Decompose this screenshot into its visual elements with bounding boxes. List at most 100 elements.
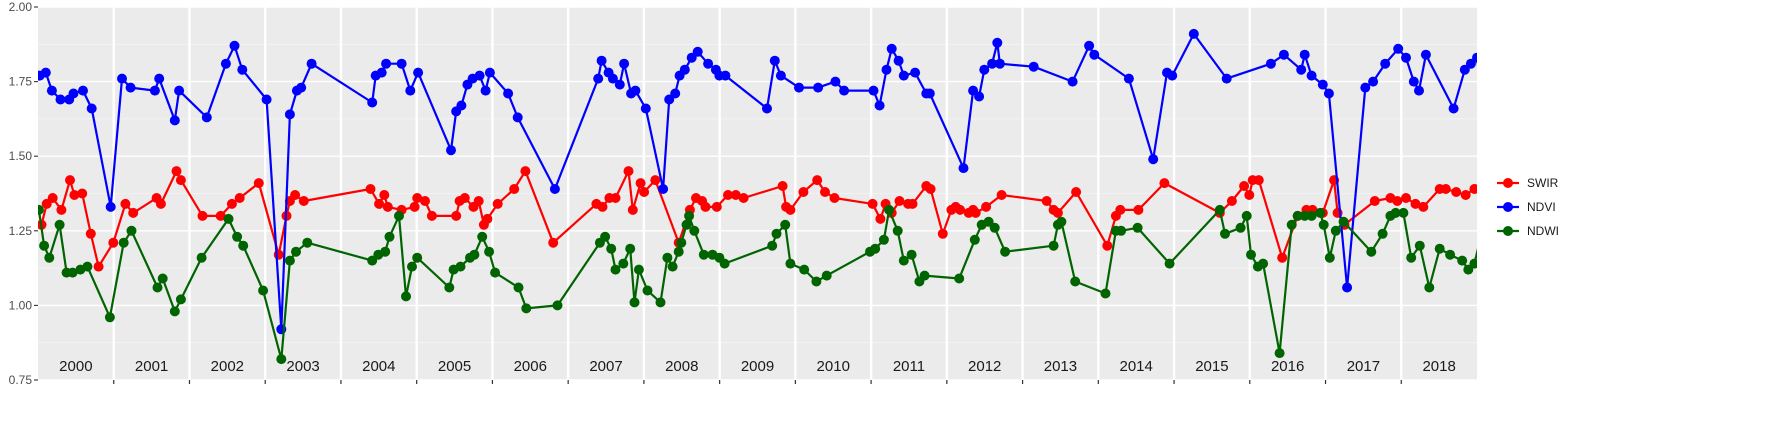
data-point-ndvi (1401, 52, 1411, 63)
data-point-ndwi (618, 258, 629, 269)
data-point-ndvi (1148, 154, 1159, 165)
data-point-swir (1749, 250, 1759, 260)
data-point-ndwi (989, 222, 1000, 233)
data-point-ndwi (780, 219, 791, 230)
legend-item-ndvi: NDVI (1497, 200, 1556, 214)
data-point-ndvi (1669, 92, 1679, 102)
data-point-ndwi (698, 249, 709, 260)
data-point-swir (365, 184, 376, 194)
data-point-swir (798, 187, 809, 197)
data-point-swir (829, 193, 840, 203)
data-point-ndwi (104, 312, 115, 323)
data-point-ndwi (1572, 226, 1582, 236)
data-point-ndvi (78, 85, 88, 96)
data-point-ndwi (157, 273, 168, 284)
data-point-swir (730, 190, 741, 200)
data-point-ndvi (614, 79, 625, 90)
data-point-ndwi (1587, 250, 1597, 260)
data-point-ndwi (1220, 228, 1230, 239)
data-point-ndvi (149, 85, 160, 96)
data-point-swir (1618, 190, 1628, 200)
data-point-ndvi (830, 76, 841, 87)
data-point-ndwi (667, 261, 678, 272)
legend-label: NDWI (1527, 224, 1559, 238)
data-point-swir (374, 198, 385, 209)
data-point-ndvi (1028, 61, 1039, 72)
data-point-ndwi (983, 216, 994, 227)
data-point-swir (412, 193, 423, 203)
data-point-ndvi (1577, 104, 1587, 114)
data-point-ndvi (512, 112, 523, 123)
data-point-swir (1755, 220, 1765, 230)
data-point-ndwi (196, 252, 207, 263)
data-point-swir (1071, 187, 1082, 197)
data-point-ndvi (593, 73, 604, 84)
data-point-swir (907, 198, 918, 209)
data-point-ndvi (174, 85, 185, 96)
data-point-swir (509, 184, 520, 194)
data-point-swir (700, 201, 711, 212)
legend-label: SWIR (1527, 176, 1559, 190)
data-point-ndwi (811, 276, 822, 287)
data-point-ndvi (1472, 52, 1477, 63)
data-point-swir (1531, 190, 1541, 200)
data-point-swir (635, 178, 646, 189)
data-point-ndvi (1221, 73, 1232, 84)
data-point-ndvi (794, 82, 804, 93)
data-point-ndwi (284, 255, 295, 266)
data-point-ndvi (898, 70, 909, 81)
series-ndwi (38, 204, 1734, 365)
data-point-ndwi (401, 291, 411, 302)
data-point-ndvi (1617, 89, 1627, 99)
data-point-ndvi (924, 88, 935, 99)
legend-key-point (1503, 178, 1513, 188)
data-point-ndwi (291, 246, 301, 257)
data-point-ndvi (910, 67, 921, 78)
data-point-swir (723, 190, 733, 200)
data-point-swir (56, 204, 67, 215)
data-point-ndvi (1626, 74, 1636, 84)
data-point-swir (1630, 187, 1640, 197)
year-label: 2010 (817, 358, 850, 375)
data-point-ndwi (67, 267, 78, 278)
data-point-ndvi (117, 73, 127, 84)
legend-key-point (1503, 226, 1513, 236)
data-point-swir (1052, 207, 1063, 218)
data-point-ndwi (1478, 223, 1488, 233)
data-point-ndvi (596, 55, 607, 66)
data-point-swir (650, 175, 661, 186)
data-point-ndwi (625, 243, 636, 254)
data-point-swir (215, 210, 226, 221)
data-point-swir (1603, 184, 1613, 194)
data-point-ndwi (82, 261, 93, 272)
data-point-ndvi (1517, 65, 1527, 75)
data-point-ndvi (1586, 8, 1596, 18)
data-point-ndwi (1414, 240, 1425, 251)
data-point-swir (459, 193, 470, 203)
data-point-ndwi (1116, 225, 1127, 236)
data-point-ndvi (1490, 56, 1500, 66)
data-point-ndwi (1445, 249, 1456, 260)
data-point-swir (785, 204, 796, 215)
data-point-ndwi (412, 252, 423, 263)
data-point-ndwi (1724, 262, 1734, 272)
data-point-swir (420, 196, 430, 206)
year-label: 2006 (514, 358, 547, 375)
data-point-ndvi (762, 103, 772, 114)
data-point-ndwi (484, 246, 495, 257)
data-point-swir (639, 187, 650, 197)
data-point-ndwi (1100, 288, 1111, 299)
data-point-ndwi (1390, 207, 1401, 218)
data-point-swir (1579, 196, 1589, 206)
data-point-ndwi (39, 240, 50, 251)
data-point-ndvi (992, 37, 1003, 48)
data-point-ndvi (1698, 106, 1708, 116)
data-point-ndwi (1424, 282, 1435, 293)
year-label: 2009 (741, 358, 774, 375)
data-point-ndwi (1324, 252, 1335, 263)
data-point-ndwi (238, 240, 249, 251)
data-point-ndwi (689, 225, 700, 236)
data-point-swir (937, 228, 948, 239)
legend-label: NDVI (1527, 200, 1556, 214)
